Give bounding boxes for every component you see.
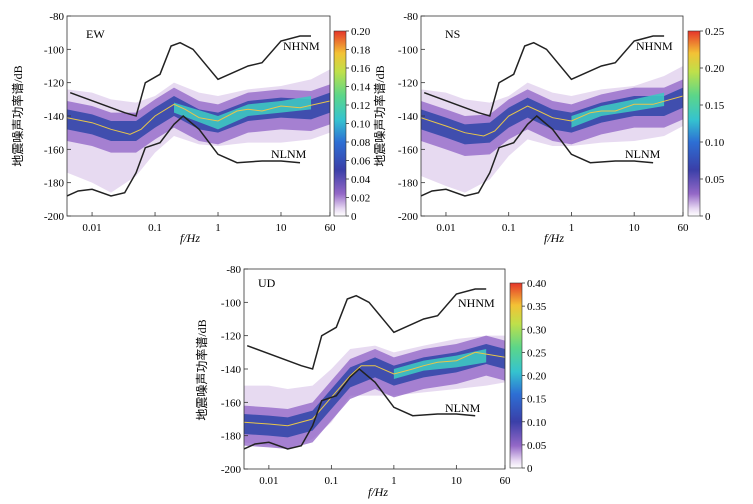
colorbar-tick-label: 0	[527, 463, 533, 475]
mode-line	[67, 100, 330, 135]
nlnm-curve	[421, 115, 654, 197]
y-tick-label: -80	[226, 264, 241, 276]
psd-panel-ew: EW NHNM NLNM f/Hz 地震噪声功率谱/dB -200 -180 -16…	[10, 11, 371, 245]
mode-line	[244, 351, 505, 427]
y-axis-title: 地震噪声功率谱/dB	[10, 65, 25, 166]
x-tick-label: 0.1	[324, 475, 338, 487]
colorbar-tick-label: 0.15	[527, 394, 547, 406]
colorbar-tick-label: 0.30	[527, 324, 547, 336]
colorbar-tick-label: 0.35	[527, 301, 547, 313]
y-tick-label: -100	[221, 297, 242, 309]
x-tick-label: 60	[325, 222, 337, 234]
colorbar-tick-label: 0.02	[351, 193, 370, 205]
colorbar-tick-label: 0.25	[705, 26, 725, 38]
nlnm-label: NLNM	[271, 147, 307, 161]
x-axis-title: f/Hz	[180, 231, 200, 245]
colorbar-tick-label: 0	[351, 211, 357, 223]
x-axis-title: f/Hz	[368, 485, 388, 499]
y-axis-title: 地震噪声功率谱/dB	[372, 65, 387, 166]
nhnm-curve	[423, 35, 665, 117]
nlnm-label: NLNM	[625, 147, 661, 161]
colorbar-tick-label: 0.05	[705, 174, 725, 186]
y-tick-label: -80	[49, 11, 64, 23]
colorbar-tick-label: 0.16	[351, 63, 371, 75]
colorbar-tick-label: 0.20	[527, 371, 547, 383]
psd-density-peak	[393, 349, 487, 379]
x-tick-label: 1	[215, 222, 221, 234]
y-tick-label: -140	[221, 364, 242, 376]
colorbar-tick-label: 0.04	[351, 174, 371, 186]
colorbar-tick-label: 0.20	[351, 26, 371, 38]
x-tick-label: 1	[569, 222, 575, 234]
y-tick-label: -180	[221, 431, 242, 443]
colorbar-tick-label: 0.06	[351, 156, 371, 168]
psd-panel-ns: NS NHNM NLNM f/Hz 地震噪声功率谱/dB -200 -180 -16…	[372, 11, 725, 245]
y-tick-label: -100	[398, 44, 419, 56]
nhnm-label: NHNM	[283, 39, 320, 53]
x-tick-label: 0.01	[436, 222, 455, 234]
colorbar-tick-label: 0.15	[705, 100, 725, 112]
x-tick-label: 10	[629, 222, 641, 234]
y-tick-label: -160	[44, 144, 65, 156]
colorbar-tick-label: 0.18	[351, 45, 371, 57]
colorbar-tick-label: 0.10	[351, 119, 371, 131]
y-tick-label: -180	[398, 178, 419, 190]
y-tick-label: -200	[44, 211, 65, 223]
nlnm-label: NLNM	[445, 401, 481, 415]
nhnm-label: NHNM	[458, 296, 495, 310]
panel-title: UD	[258, 276, 276, 290]
psd-density-peak	[173, 96, 312, 130]
colorbar-tick-label: 0.25	[527, 347, 547, 359]
x-tick-label: 0.1	[502, 222, 516, 234]
nhnm-curve	[246, 288, 487, 370]
panel-title: NS	[445, 27, 460, 41]
psd-density-inner	[421, 87, 683, 145]
colorbar-tick-label: 0	[705, 211, 711, 223]
colorbar-tick-label: 0.08	[351, 137, 371, 149]
psd-panel-ud: UD NHNM NLNM f/Hz 地震噪声功率谱/dB -200 -180 -16…	[194, 264, 547, 499]
x-tick-label: 0.01	[259, 475, 278, 487]
colorbar-tick-label: 0.10	[527, 417, 547, 429]
x-axis-title: f/Hz	[544, 231, 564, 245]
y-tick-label: -120	[398, 78, 419, 90]
y-tick-label: -120	[44, 78, 65, 90]
colorbar	[333, 30, 347, 217]
colorbar-tick-label: 0.40	[527, 278, 547, 290]
colorbar-tick-label: 0.12	[351, 100, 370, 112]
colorbar-tick-label: 0.05	[527, 440, 547, 452]
y-tick-label: -160	[398, 144, 419, 156]
mode-line	[421, 95, 683, 137]
y-tick-label: -200	[221, 464, 242, 476]
colorbar	[509, 282, 523, 469]
y-tick-label: -100	[44, 44, 65, 56]
y-tick-label: -140	[398, 111, 419, 123]
nlnm-curve	[67, 115, 301, 197]
x-tick-label: 10	[275, 222, 287, 234]
nhnm-curve	[69, 35, 311, 117]
y-tick-label: -180	[44, 178, 65, 190]
y-axis-title: 地震噪声功率谱/dB	[194, 319, 209, 420]
x-tick-label: 0.1	[148, 222, 162, 234]
y-tick-label: -160	[221, 397, 242, 409]
colorbar-tick-label: 0.20	[705, 63, 725, 75]
nlnm-curve	[244, 368, 476, 450]
colorbar-tick-label: 0.10	[705, 137, 725, 149]
x-tick-label: 60	[678, 222, 690, 234]
panel-title: EW	[86, 27, 105, 41]
x-tick-label: 10	[451, 475, 463, 487]
y-tick-label: -80	[403, 11, 418, 23]
nhnm-label: NHNM	[636, 39, 673, 53]
colorbar	[687, 30, 701, 217]
y-tick-label: -120	[221, 331, 242, 343]
y-tick-label: -140	[44, 111, 65, 123]
colorbar-tick-label: 0.14	[351, 82, 371, 94]
y-tick-label: -200	[398, 211, 419, 223]
x-tick-label: 1	[391, 475, 397, 487]
x-tick-label: 60	[500, 475, 512, 487]
x-tick-label: 0.01	[82, 222, 101, 234]
